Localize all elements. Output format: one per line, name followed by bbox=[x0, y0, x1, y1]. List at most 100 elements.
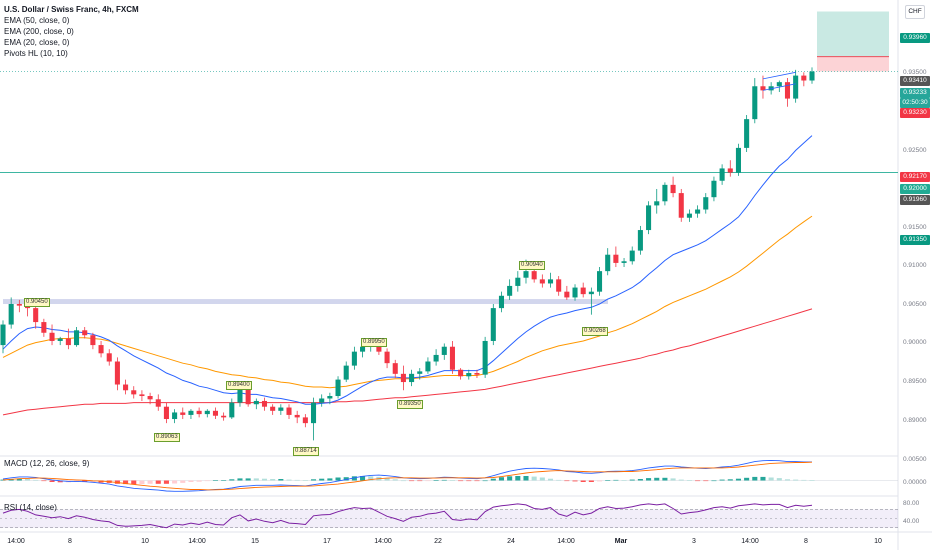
candle-body bbox=[727, 168, 733, 173]
symbol-title[interactable]: U.S. Dollar / Swiss Franc, 4h, FXCM bbox=[4, 5, 139, 14]
macd-histogram-bar bbox=[343, 477, 349, 481]
candle bbox=[49, 324, 55, 346]
candle-body bbox=[670, 184, 676, 194]
price-tick: 0.91000 bbox=[903, 262, 927, 269]
candle-body bbox=[188, 410, 194, 415]
candle-body bbox=[245, 389, 251, 405]
candle bbox=[409, 369, 415, 387]
candle-body bbox=[0, 324, 6, 346]
candle-body bbox=[580, 287, 586, 295]
candle bbox=[8, 297, 14, 329]
price-label-target: 0.93960 bbox=[900, 33, 930, 43]
macd-histogram-bar bbox=[678, 479, 684, 481]
price-tick: 0.89000 bbox=[903, 417, 927, 424]
macd-histogram-bar bbox=[131, 480, 137, 485]
indicator-ema20-legend[interactable]: EMA (20, close, 0) bbox=[4, 38, 70, 47]
candle bbox=[654, 188, 660, 214]
candle-body bbox=[196, 410, 202, 415]
candle bbox=[466, 369, 472, 380]
indicator-ema50-legend[interactable]: EMA (50, close, 0) bbox=[4, 16, 70, 25]
candle bbox=[229, 398, 235, 420]
candle bbox=[351, 346, 357, 370]
candle bbox=[744, 115, 750, 152]
currency-button[interactable]: CHF bbox=[905, 5, 925, 19]
candle bbox=[719, 164, 725, 185]
candle-body bbox=[49, 332, 55, 341]
candle bbox=[515, 271, 521, 292]
candle-body bbox=[74, 330, 80, 346]
candle-body bbox=[204, 410, 210, 415]
candle-body bbox=[319, 398, 325, 403]
candle-body bbox=[212, 410, 218, 416]
macd-histogram-bar bbox=[629, 479, 635, 481]
candle bbox=[82, 327, 88, 339]
macd-histogram-bar bbox=[556, 479, 562, 481]
price-label-last: 0.93233 bbox=[900, 88, 930, 98]
candle-body bbox=[760, 86, 766, 91]
rsi-legend[interactable]: RSI (14, close) bbox=[4, 503, 57, 512]
candle-body bbox=[409, 373, 415, 383]
indicator-ema200-legend[interactable]: EMA (200, close, 0) bbox=[4, 27, 74, 36]
candle-body bbox=[302, 417, 308, 424]
macd-histogram-bar bbox=[82, 480, 88, 482]
candle-body bbox=[41, 322, 47, 333]
candle bbox=[310, 397, 317, 441]
macd-histogram-bar bbox=[24, 479, 31, 481]
candle bbox=[106, 349, 112, 366]
pivot-low-label: 0.89063 bbox=[154, 433, 180, 442]
candle bbox=[74, 327, 80, 347]
candle bbox=[686, 209, 692, 222]
ema50-line bbox=[2, 215, 813, 389]
candle-body bbox=[400, 373, 406, 383]
macd-histogram-bar bbox=[735, 478, 741, 481]
macd-histogram-bar bbox=[572, 480, 578, 482]
candle bbox=[98, 340, 104, 358]
macd-histogram-bar bbox=[474, 480, 480, 482]
macd-histogram-bar bbox=[744, 477, 750, 481]
candle-body bbox=[376, 345, 382, 352]
flag-lower-line bbox=[762, 83, 796, 91]
candle bbox=[605, 248, 611, 276]
candle bbox=[343, 361, 349, 383]
macd-histogram-bar bbox=[793, 479, 799, 481]
candle-body bbox=[719, 168, 725, 181]
candle bbox=[155, 394, 161, 411]
candle bbox=[547, 272, 554, 288]
price-label-support: 0.92000 bbox=[900, 184, 930, 194]
candle-body bbox=[57, 338, 63, 341]
indicator-pivots-legend[interactable]: Pivots HL (10, 10) bbox=[4, 49, 68, 58]
macd-histogram-bar bbox=[605, 480, 611, 481]
candle bbox=[735, 143, 741, 176]
candle bbox=[57, 336, 63, 346]
time-tick: 14:00 bbox=[741, 538, 759, 545]
candle bbox=[253, 398, 259, 410]
candle-body bbox=[490, 308, 496, 341]
candle-body bbox=[261, 400, 268, 407]
candle-body bbox=[433, 354, 439, 362]
candle bbox=[278, 404, 284, 415]
candle bbox=[180, 407, 186, 420]
candle-body bbox=[662, 184, 668, 202]
rsi-pane bbox=[0, 503, 898, 529]
macd-legend[interactable]: MACD (12, 26, close, 9) bbox=[4, 459, 90, 468]
macd-histogram-bar bbox=[41, 480, 47, 482]
macd-histogram-bar bbox=[588, 480, 594, 482]
macd-histogram-bar bbox=[539, 477, 545, 481]
macd-histogram-bar bbox=[776, 478, 782, 481]
price-tick: 0.89500 bbox=[903, 378, 927, 385]
candle bbox=[784, 78, 791, 107]
candle-body bbox=[16, 304, 22, 306]
candle-body bbox=[392, 363, 398, 374]
macd-histogram-bar bbox=[760, 476, 766, 481]
candle bbox=[711, 176, 717, 202]
candle bbox=[196, 407, 202, 418]
price-tick: 0.92500 bbox=[903, 147, 927, 154]
candle-body bbox=[686, 213, 692, 218]
time-tick: 22 bbox=[434, 538, 442, 545]
macd-histogram-bar bbox=[147, 480, 153, 484]
rsi-band bbox=[0, 509, 898, 528]
macd-histogram-bar bbox=[621, 480, 627, 481]
candle-body bbox=[114, 361, 120, 385]
macd-histogram-bar bbox=[449, 480, 455, 481]
